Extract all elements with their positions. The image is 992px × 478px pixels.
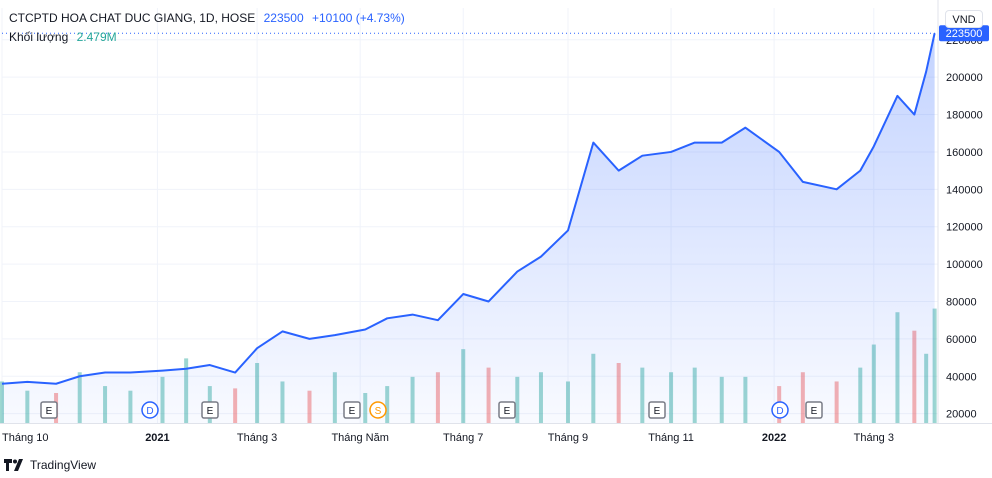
marker-label: D: [776, 406, 783, 417]
x-tick-label: Tháng Năm: [331, 432, 388, 444]
last-price-tag-label: 223500: [946, 28, 983, 40]
y-tick-label: 140000: [946, 184, 983, 196]
last-price-tag: [939, 25, 989, 42]
x-tick-label: 2022: [762, 432, 786, 444]
earnings-marker-icon[interactable]: E: [201, 401, 219, 419]
earnings-marker-icon[interactable]: E: [343, 401, 361, 419]
tradingview-logo-icon: [4, 459, 23, 471]
tradingview-brand[interactable]: TradingView: [4, 458, 96, 472]
y-tick-label: 160000: [946, 147, 983, 159]
y-tick-label: 80000: [946, 296, 977, 308]
marker-label: E: [46, 406, 53, 417]
price-area-fill: [2, 33, 935, 424]
x-tick-label: 2021: [145, 432, 169, 444]
y-tick-label: 100000: [946, 259, 983, 271]
last-price: 223500: [263, 11, 304, 25]
marker-label: E: [504, 406, 511, 417]
y-tick-label: 20000: [946, 409, 977, 421]
dividend-marker-icon[interactable]: D: [141, 401, 159, 419]
marker-label: S: [375, 406, 382, 417]
currency-button[interactable]: VND: [945, 10, 983, 28]
x-tick-label: Tháng 9: [548, 432, 588, 444]
earnings-marker-icon[interactable]: E: [40, 401, 58, 419]
price-change: +10100 (+4.73%): [312, 11, 405, 25]
dividend-marker-icon[interactable]: D: [771, 401, 789, 419]
x-tick-label: Tháng 10: [2, 432, 48, 444]
marker-label: E: [811, 406, 818, 417]
y-tick-label: 40000: [946, 371, 977, 383]
marker-label: D: [146, 406, 153, 417]
y-tick-label: 60000: [946, 334, 977, 346]
x-tick-label: Tháng 7: [443, 432, 483, 444]
y-tick-label: 120000: [946, 222, 983, 234]
x-tick-label: Tháng 11: [648, 432, 694, 444]
marker-label: E: [654, 406, 661, 417]
y-tick-label: 200000: [946, 72, 983, 84]
x-tick-label: Tháng 3: [854, 432, 894, 444]
earnings-marker-icon[interactable]: E: [805, 401, 823, 419]
symbol-title: CTCPTD HOA CHAT DUC GIANG, 1D, HOSE: [9, 11, 256, 25]
y-tick-label: 180000: [946, 110, 983, 122]
volume-label: Khối lượng: [9, 30, 69, 44]
chart-legend: CTCPTD HOA CHAT DUC GIANG, 1D, HOSE 2235…: [9, 9, 405, 47]
earnings-marker-icon[interactable]: E: [648, 401, 666, 419]
marker-label: E: [349, 406, 356, 417]
earnings-marker-icon[interactable]: E: [498, 401, 516, 419]
brand-name: TradingView: [30, 458, 97, 472]
volume-value: 2.479M: [76, 30, 117, 44]
x-tick-label: Tháng 3: [237, 432, 277, 444]
marker-label: E: [207, 406, 214, 417]
split-marker-icon[interactable]: S: [369, 401, 387, 419]
